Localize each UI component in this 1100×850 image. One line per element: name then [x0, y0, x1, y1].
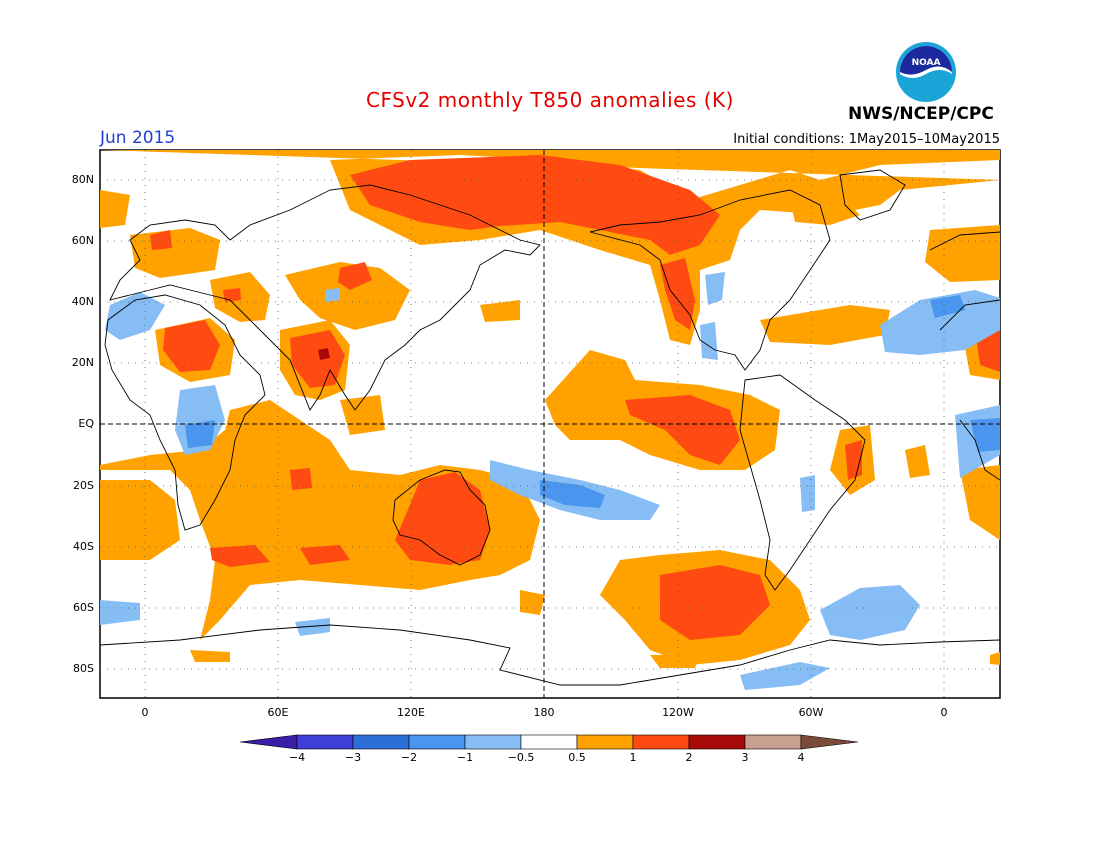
- colorbar-swatch: [408, 734, 466, 750]
- colorbar-swatch: [744, 734, 802, 750]
- lon-label: 0: [141, 706, 149, 719]
- lon-label: 60E: [267, 706, 289, 719]
- colorbar-tick-label: −3: [344, 751, 362, 764]
- lat-label: 40N: [71, 295, 94, 308]
- colorbar-tick-label: −4: [288, 751, 306, 764]
- cool-anomaly-1-2: [185, 295, 1000, 508]
- forecast-month-label: Jun 2015: [100, 128, 176, 148]
- lat-label: EQ: [78, 417, 94, 430]
- colorbar-swatch: [464, 734, 522, 750]
- equator-dateline: [100, 150, 1000, 698]
- noaa-logo-text: NOAA: [911, 58, 941, 68]
- coastlines: [100, 169, 1000, 686]
- lat-label: 60N: [71, 234, 94, 247]
- lon-label: 120W: [662, 706, 694, 719]
- lon-label: 0: [940, 706, 948, 719]
- warm-anomaly-2-3: [318, 348, 330, 360]
- lon-label: 120E: [397, 706, 425, 719]
- lat-label: 60S: [73, 601, 94, 614]
- warm-anomaly-1-2: [150, 155, 1000, 640]
- colorbar-swatch: [688, 734, 746, 750]
- lat-label: 80S: [73, 662, 94, 675]
- lat-label: 40S: [73, 540, 94, 553]
- colorbar-swatch: [576, 734, 634, 750]
- lat-label: 80N: [71, 173, 94, 186]
- colorbar-tick-label: 3: [741, 751, 749, 764]
- anomaly-shading: [100, 150, 1000, 690]
- colorbar: [239, 734, 859, 750]
- colorbar-swatch: [800, 734, 859, 750]
- lon-label: 60W: [798, 706, 824, 719]
- colorbar-swatch: [632, 734, 690, 750]
- initial-conditions-label: Initial conditions: 1May2015–10May2015: [733, 132, 1000, 147]
- colorbar-swatch: [352, 734, 410, 750]
- noaa-logo: [896, 42, 956, 102]
- lat-label: 20N: [71, 356, 94, 369]
- colorbar-tick-label: −1: [456, 751, 474, 764]
- colorbar-tick-label: 4: [797, 751, 805, 764]
- colorbar-tick-label: −2: [400, 751, 418, 764]
- colorbar-tick-label: 0.5: [568, 751, 586, 764]
- colorbar-swatch: [520, 734, 578, 750]
- graticule: [100, 150, 1000, 698]
- agency-label: NWS/NCEP/CPC: [848, 104, 994, 124]
- colorbar-swatch: [296, 734, 354, 750]
- map-title: CFSv2 monthly T850 anomalies (K): [366, 88, 734, 112]
- lon-label: 180: [533, 706, 555, 719]
- colorbar-tick-label: 2: [685, 751, 693, 764]
- colorbar-tick-label: −0.5: [507, 751, 535, 764]
- map-panel: [99, 149, 1001, 699]
- colorbar-swatch: [239, 734, 298, 750]
- lat-label: 20S: [73, 479, 94, 492]
- colorbar-tick-label: 1: [629, 751, 637, 764]
